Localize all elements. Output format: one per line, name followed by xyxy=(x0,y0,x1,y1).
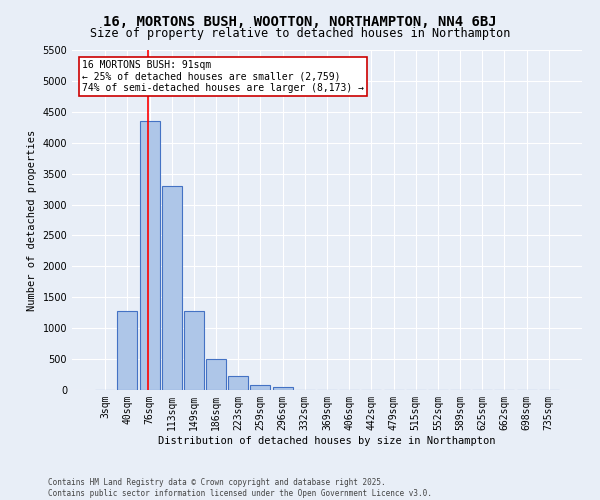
Bar xyxy=(228,376,248,390)
Bar xyxy=(184,311,204,390)
Text: Size of property relative to detached houses in Northampton: Size of property relative to detached ho… xyxy=(90,28,510,40)
Y-axis label: Number of detached properties: Number of detached properties xyxy=(27,130,37,310)
Bar xyxy=(272,386,293,390)
Text: 16, MORTONS BUSH, WOOTTON, NORTHAMPTON, NN4 6BJ: 16, MORTONS BUSH, WOOTTON, NORTHAMPTON, … xyxy=(103,15,497,29)
Bar xyxy=(140,121,160,390)
Bar xyxy=(250,385,271,390)
Text: Contains HM Land Registry data © Crown copyright and database right 2025.
Contai: Contains HM Land Registry data © Crown c… xyxy=(48,478,432,498)
X-axis label: Distribution of detached houses by size in Northampton: Distribution of detached houses by size … xyxy=(158,436,496,446)
Bar xyxy=(118,312,137,390)
Text: 16 MORTONS BUSH: 91sqm
← 25% of detached houses are smaller (2,759)
74% of semi-: 16 MORTONS BUSH: 91sqm ← 25% of detached… xyxy=(82,60,364,94)
Bar xyxy=(162,186,182,390)
Bar xyxy=(206,359,226,390)
